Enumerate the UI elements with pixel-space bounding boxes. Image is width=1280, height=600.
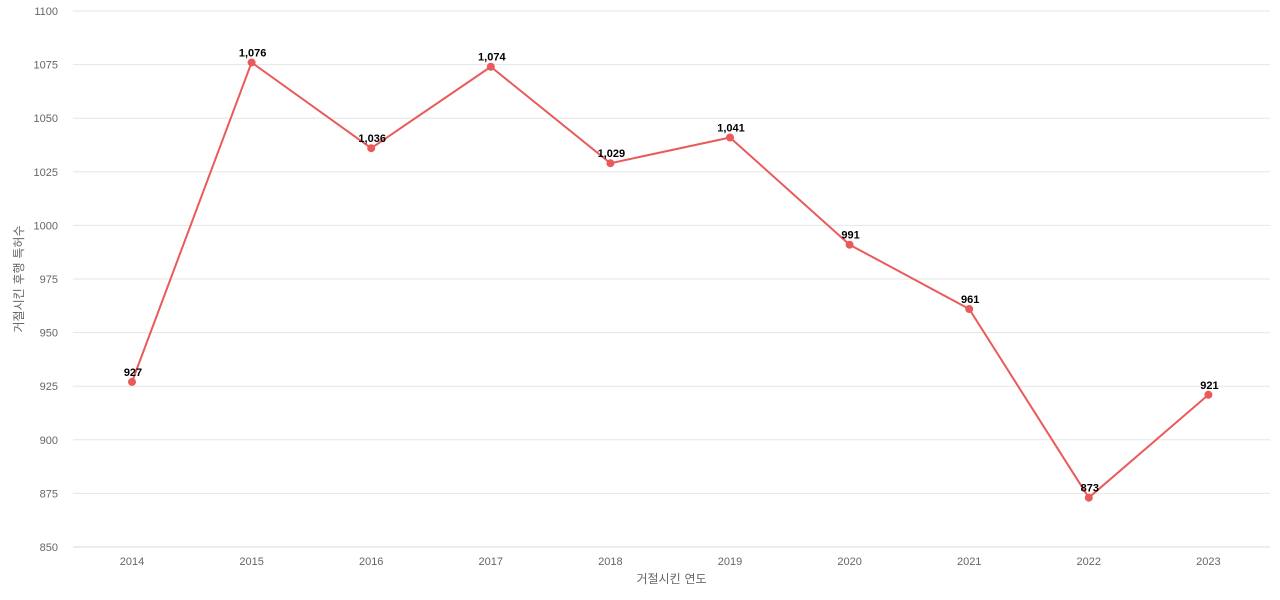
grid-lines <box>73 10 1270 494</box>
data-label: 1,074 <box>478 52 506 64</box>
y-tick-label: 950 <box>40 328 58 340</box>
y-tick-label: 1100 <box>34 6 58 18</box>
y-tick-label: 850 <box>40 542 58 554</box>
series-line <box>131 61 1210 499</box>
y-axis-title: 거절시킨 후행 특허수 <box>11 226 26 333</box>
data-point <box>726 133 734 142</box>
x-axis-ticks: 2014 2015 2016 2017 2018 2019 2020 2021 2022 2023 <box>120 556 1221 568</box>
data-label: 961 <box>961 294 979 306</box>
y-tick-label: 900 <box>40 435 58 447</box>
data-label: 1,036 <box>358 133 386 145</box>
x-tick-label: 2017 <box>479 556 503 568</box>
series-polyline <box>131 61 1210 499</box>
data-point <box>606 159 615 168</box>
x-axis-title: 거절시킨 연도 <box>636 572 706 586</box>
data-point <box>247 58 256 67</box>
y-tick-label: 1050 <box>34 113 58 125</box>
y-tick-label: 1000 <box>34 220 58 232</box>
data-label: 873 <box>1081 483 1099 495</box>
x-tick-label: 2014 <box>120 556 144 568</box>
data-point <box>845 240 854 249</box>
x-tick-label: 2018 <box>598 556 622 568</box>
data-points <box>128 58 1213 502</box>
x-tick-label: 2021 <box>957 556 981 568</box>
x-tick-label: 2022 <box>1077 556 1101 568</box>
data-label: 927 <box>124 367 142 379</box>
y-tick-label: 1075 <box>34 60 58 72</box>
x-tick-label: 2016 <box>359 556 383 568</box>
y-tick-label: 875 <box>40 488 58 500</box>
x-tick-label: 2015 <box>239 556 263 568</box>
y-tick-label: 925 <box>40 381 58 393</box>
x-tick-label: 2023 <box>1196 556 1220 568</box>
y-axis-ticks: 850 875 900 925 950 975 1000 1025 1050 1075 1100 <box>34 6 58 554</box>
x-tick-label: 2019 <box>718 556 742 568</box>
data-label: 1,029 <box>598 148 626 160</box>
data-label: 1,041 <box>717 122 745 134</box>
x-tick-label: 2020 <box>837 556 861 568</box>
data-point <box>128 377 136 386</box>
data-label: 991 <box>841 230 859 242</box>
data-point <box>1204 390 1213 399</box>
data-label: 921 <box>1200 380 1218 392</box>
y-tick-label: 1025 <box>34 167 58 179</box>
y-tick-label: 975 <box>40 274 58 286</box>
data-point <box>367 144 376 153</box>
data-label: 1,076 <box>239 47 267 59</box>
data-point <box>1084 493 1093 502</box>
data-point <box>486 62 495 71</box>
data-labels: 927 1,076 1,036 1,074 1,029 1,041 991 961 873 921 <box>124 47 1219 494</box>
data-point <box>965 305 974 314</box>
